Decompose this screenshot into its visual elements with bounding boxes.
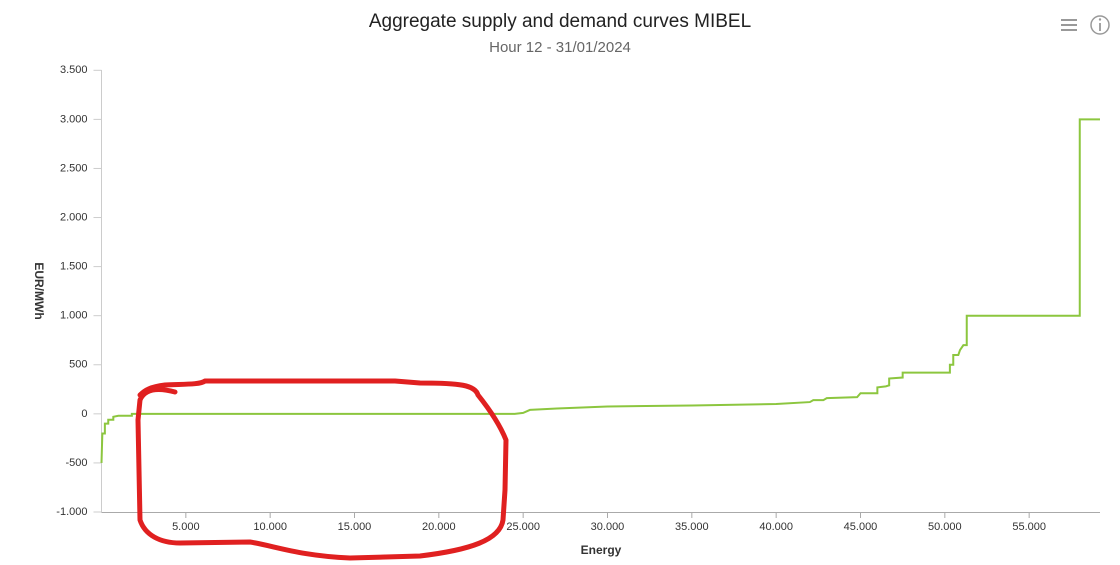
chart-title: Aggregate supply and demand curves MIBEL (369, 11, 751, 32)
x-tick-label: 50.000 (928, 521, 962, 533)
x-tick-label: 20.000 (422, 521, 456, 533)
menu-icon[interactable] (1061, 19, 1077, 31)
highlight-annotation (135, 378, 509, 561)
x-tick-label: 40.000 (759, 521, 793, 533)
supply-curve (100, 118, 1100, 463)
y-tick-label: 2.500 (60, 162, 88, 174)
x-tick-label: 10.000 (253, 521, 287, 533)
y-tick-label: -1.000 (56, 506, 87, 518)
x-tick-label: 35.000 (675, 521, 709, 533)
y-tick-label: 500 (69, 359, 87, 371)
x-tick-label: 5.000 (172, 521, 200, 533)
x-tick-label: 25.000 (506, 521, 540, 533)
y-tick-label: 1.000 (60, 310, 88, 322)
y-tick-label: 3.000 (60, 113, 88, 125)
x-tick-label: 30.000 (591, 521, 625, 533)
x-tick-label: 45.000 (844, 521, 878, 533)
chart-subtitle: Hour 12 - 31/01/2024 (489, 39, 631, 56)
y-tick-label: 3.500 (60, 64, 88, 76)
y-tick-label: 2.000 (60, 211, 88, 223)
x-tick-label: 15.000 (338, 521, 372, 533)
y-tick-label: 0 (81, 408, 87, 420)
y-axis-label: EUR/MWh (32, 262, 46, 319)
y-tick-label: -500 (65, 457, 87, 469)
info-icon[interactable] (1090, 15, 1110, 35)
x-tick-label: 55.000 (1012, 521, 1046, 533)
plot: -1.000 -500 0 500 1.000 1.500 2.000 2.500 3.000 3… (56, 64, 1100, 533)
y-tick-label: 1.500 (60, 261, 88, 273)
x-axis-label: Energy (581, 543, 622, 557)
